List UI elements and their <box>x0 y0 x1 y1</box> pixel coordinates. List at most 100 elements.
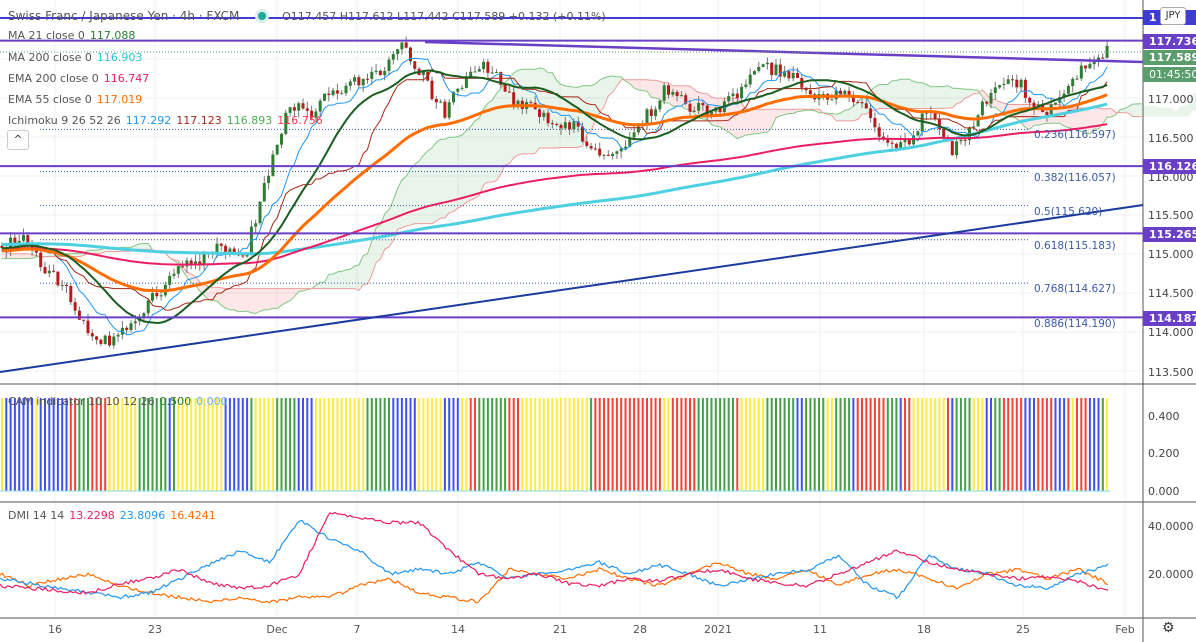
cloud-segment <box>376 224 381 263</box>
legend-ema55[interactable]: EMA 55 close 0 117.019 <box>8 93 147 106</box>
candle-body <box>593 148 597 150</box>
cloud-segment <box>505 78 510 166</box>
cloud-segment <box>922 82 927 109</box>
candle-body <box>753 71 756 75</box>
candle-body <box>989 92 993 104</box>
candle-body <box>1084 65 1088 69</box>
legend-ichimoku[interactable]: Ichimoku 9 26 52 26 117.292 117.123 116.893… <box>8 114 328 127</box>
level-tag: 115.265 <box>1143 227 1196 242</box>
legend-cam[interactable]: CAM indicator 10 10 12 26 0.500 0.000 <box>8 395 233 408</box>
cloud-segment <box>182 266 187 277</box>
settings-gear-icon[interactable]: ⚙ <box>1162 620 1175 636</box>
legend-ema200[interactable]: EMA 200 close 0 116.747 <box>8 72 154 85</box>
cloud-segment <box>853 103 858 121</box>
cloud-segment <box>92 250 97 254</box>
ma200-label: MA 200 close 0 <box>8 51 92 64</box>
candle-body <box>1088 64 1092 69</box>
candle-body <box>632 132 636 138</box>
cloud-segment <box>913 81 918 109</box>
cloud-segment <box>1154 105 1159 117</box>
cloud-segment <box>483 103 488 185</box>
candle-body <box>512 92 516 105</box>
cloud-segment <box>260 288 265 312</box>
candle-body <box>933 111 937 120</box>
cloud-segment <box>10 253 15 259</box>
candle-body <box>486 61 490 73</box>
candle-body <box>542 112 546 117</box>
candle-body <box>735 93 739 99</box>
time-tick: 23 <box>148 623 162 636</box>
cloud-segment <box>324 274 329 289</box>
cloud-segment <box>844 109 850 121</box>
candle-body <box>90 333 94 337</box>
fib-label: 0.5(115.620) <box>1034 206 1103 218</box>
candle-body <box>731 93 735 97</box>
fib-label: 0.236(116.597) <box>1034 129 1116 141</box>
cloud-segment <box>836 113 841 121</box>
level-tag: 114.187 <box>1143 311 1196 326</box>
cam-tick: 0.200 <box>1148 447 1180 460</box>
candle-body <box>172 273 176 276</box>
candle-body <box>495 71 498 73</box>
candle-body <box>658 100 662 110</box>
candle-body <box>469 71 473 78</box>
cloud-segment <box>909 79 914 109</box>
candle-body <box>258 201 262 224</box>
price-tick: 114.500 <box>1148 287 1194 300</box>
level-tag: 116.126 <box>1143 159 1196 174</box>
candle-body <box>783 71 787 77</box>
collapse-legend-button[interactable]: ^ <box>7 130 29 150</box>
candle-body <box>877 127 881 137</box>
ma200-line <box>2 102 1108 256</box>
cloud-segment <box>612 75 617 93</box>
legend-ma200[interactable]: MA 200 close 0 116.903 <box>8 51 147 64</box>
candle-body <box>710 111 713 116</box>
candle-body <box>473 71 477 73</box>
candle-body <box>899 142 903 148</box>
cloud-segment <box>715 98 721 127</box>
currency-button[interactable]: JPY <box>1160 7 1186 25</box>
cloud-segment <box>943 85 948 109</box>
cloud-segment <box>733 98 738 139</box>
candle-body <box>430 80 434 100</box>
candle-body <box>830 99 834 101</box>
legend-dmi[interactable]: DMI 14 14 13.2298 23.8096 16.4241 <box>8 509 221 522</box>
ma200-value: 116.903 <box>96 51 143 64</box>
cloud-segment <box>1180 104 1185 117</box>
candle-body <box>649 109 653 117</box>
candle-body <box>856 102 860 104</box>
cloud-segment <box>672 85 678 107</box>
cloud-segment <box>750 109 755 135</box>
candle-body <box>546 112 550 124</box>
cloud-segment <box>539 67 544 149</box>
candle-body <box>155 293 159 297</box>
candle-body <box>361 78 365 86</box>
cloud-segment <box>143 243 149 250</box>
ema200-line <box>2 123 1108 266</box>
cloud-segment <box>793 109 798 114</box>
cloud-segment <box>926 84 931 109</box>
legend-ma21[interactable]: MA 21 close 0 117.088 <box>8 29 140 42</box>
candle-body <box>869 108 873 119</box>
cloud-segment <box>358 255 364 291</box>
candle-body <box>1019 79 1023 88</box>
candle-body <box>619 148 623 152</box>
ema200-label: EMA 200 close 0 <box>8 72 99 85</box>
candle-body <box>159 295 163 297</box>
fib-label: 0.618(115.183) <box>1034 240 1116 252</box>
candle-body <box>228 248 232 255</box>
candle-body <box>636 126 640 133</box>
cloud-segment <box>410 164 415 226</box>
candle-body <box>1054 102 1057 105</box>
cloud-segment <box>862 95 867 115</box>
candle-body <box>507 91 511 93</box>
candle-body <box>563 122 567 129</box>
cloud-segment <box>930 86 936 109</box>
candle-body <box>26 235 30 246</box>
candle-body <box>396 49 400 55</box>
time-tick: 2021 <box>704 623 732 636</box>
candle-body <box>82 319 86 321</box>
ichimoku-span-a-line <box>2 67 1142 315</box>
cloud-segment <box>586 85 592 135</box>
